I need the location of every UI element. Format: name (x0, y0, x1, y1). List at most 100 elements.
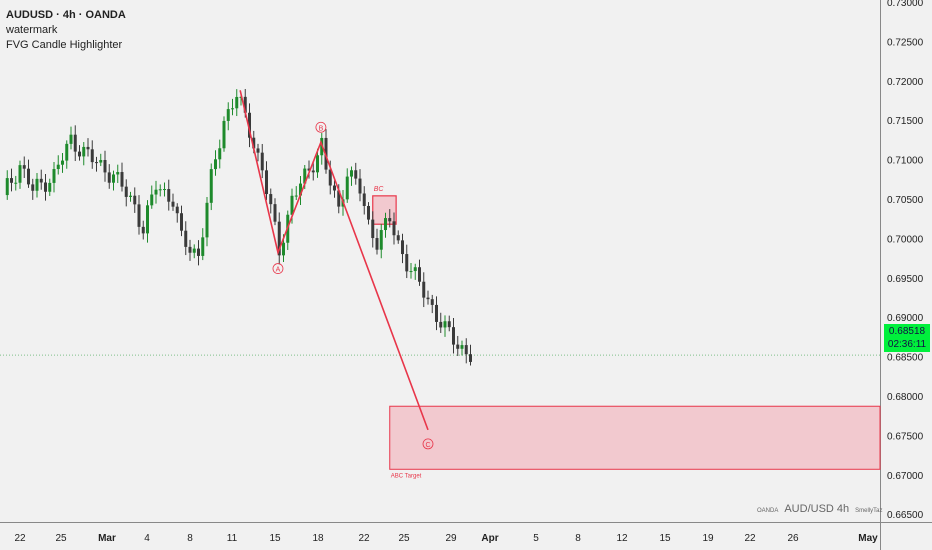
fvg-zone-label: BC (374, 186, 385, 193)
candle-down (456, 344, 460, 349)
time-tick-label: 18 (312, 533, 324, 544)
time-tick-label: 25 (55, 533, 67, 544)
candle-down (39, 178, 43, 183)
abc-target-zone (389, 405, 881, 470)
price-axis[interactable] (880, 0, 932, 550)
candle-down (256, 148, 260, 153)
candle-down (10, 178, 13, 183)
wave-c-label: C (425, 442, 430, 449)
candle-up (35, 178, 39, 191)
candle-down (405, 254, 409, 272)
time-tick-label: 8 (187, 533, 193, 544)
abc-pattern-line (239, 90, 429, 431)
time-tick-label: 25 (398, 533, 410, 544)
candle-down (184, 230, 188, 247)
candle-down (171, 201, 175, 207)
time-tick-label: 4 (144, 533, 150, 544)
time-tick-label: 12 (616, 533, 628, 544)
price-tick-label: 0.73000 (887, 0, 924, 9)
candle-down (464, 345, 468, 355)
chart-watermark: OANDA AUD/USD 4h SmellyTaz (757, 503, 882, 515)
candle-up (61, 160, 64, 165)
candle-down (22, 165, 26, 169)
candle-up (14, 182, 18, 184)
candle-up (460, 345, 464, 349)
candle-down (133, 195, 137, 205)
candle-down (328, 169, 332, 186)
price-tick-label: 0.70500 (887, 195, 924, 206)
candle-down (401, 240, 404, 255)
candle-down (175, 206, 179, 214)
candle-up (154, 189, 158, 195)
time-tick-label: 15 (269, 533, 281, 544)
time-tick-label: 19 (702, 533, 714, 544)
bar-countdown: 02:36:11 (887, 339, 927, 350)
candle-down (248, 112, 251, 138)
candle-down (167, 189, 171, 202)
wave-a-marker (272, 263, 284, 274)
candle-up (112, 174, 115, 183)
price-tick-label: 0.71000 (887, 156, 924, 167)
candle-down (252, 137, 256, 149)
time-tick-label: Mar (98, 533, 116, 544)
last-price: 0.68518 (888, 326, 926, 337)
symbol-title[interactable]: AUDUSD · 4h · OANDA (6, 9, 126, 21)
candle-down (367, 205, 370, 220)
last-price-badge: 0.68518 02:36:11 (884, 324, 930, 352)
candle-up (5, 178, 9, 196)
candle-up (413, 267, 417, 272)
time-tick-label: 5 (533, 533, 539, 544)
time-tick-label: 15 (659, 533, 671, 544)
indicator-fvg[interactable]: FVG Candle Highlighter (6, 39, 123, 51)
candle-down (141, 226, 145, 234)
candle-up (345, 176, 349, 200)
candle-down (78, 151, 81, 157)
candle-up (192, 248, 196, 253)
candle-down (396, 235, 400, 241)
wave-b-label: B (319, 125, 324, 132)
candle-down (337, 190, 341, 207)
candle-up (48, 182, 52, 192)
candle-up (222, 120, 226, 149)
price-tick-label: 0.72500 (887, 37, 924, 48)
candle-down (435, 304, 438, 322)
candle-down (137, 204, 141, 227)
candle-up (350, 170, 353, 177)
candle-down (371, 219, 375, 239)
indicator-watermark[interactable]: watermark (6, 24, 58, 36)
candle-up (316, 155, 319, 173)
candle-up (163, 189, 166, 191)
price-tick-label: 0.72000 (887, 77, 924, 88)
candle-up (235, 96, 239, 109)
price-tick-label: 0.68000 (887, 392, 924, 403)
candle-down (358, 178, 362, 194)
candle-up (56, 164, 60, 170)
candle-down (107, 172, 111, 183)
candle-up (303, 168, 307, 184)
candle-up (69, 134, 73, 144)
candle-down (273, 204, 277, 222)
candle-down (269, 194, 273, 205)
candle-up (294, 195, 298, 197)
candle-down (426, 297, 430, 300)
candle-down (333, 185, 336, 191)
candle-down (31, 184, 35, 191)
candle-up (443, 321, 447, 328)
time-tick-label: 11 (227, 533, 238, 544)
candle-down (197, 248, 200, 256)
candle-down (452, 327, 455, 345)
time-tick-label: 22 (14, 533, 26, 544)
candle-down (90, 149, 94, 163)
abc-target-label: ABC Target (391, 473, 422, 479)
candle-up (18, 165, 22, 183)
watermark-broker: OANDA (757, 508, 779, 514)
candle-up (384, 218, 387, 231)
candle-up (214, 159, 217, 170)
candle-up (209, 169, 213, 203)
candle-up (158, 189, 162, 191)
candle-down (180, 213, 183, 231)
candle-up (218, 148, 222, 160)
price-tick-label: 0.69500 (887, 274, 924, 285)
candle-down (362, 193, 366, 206)
